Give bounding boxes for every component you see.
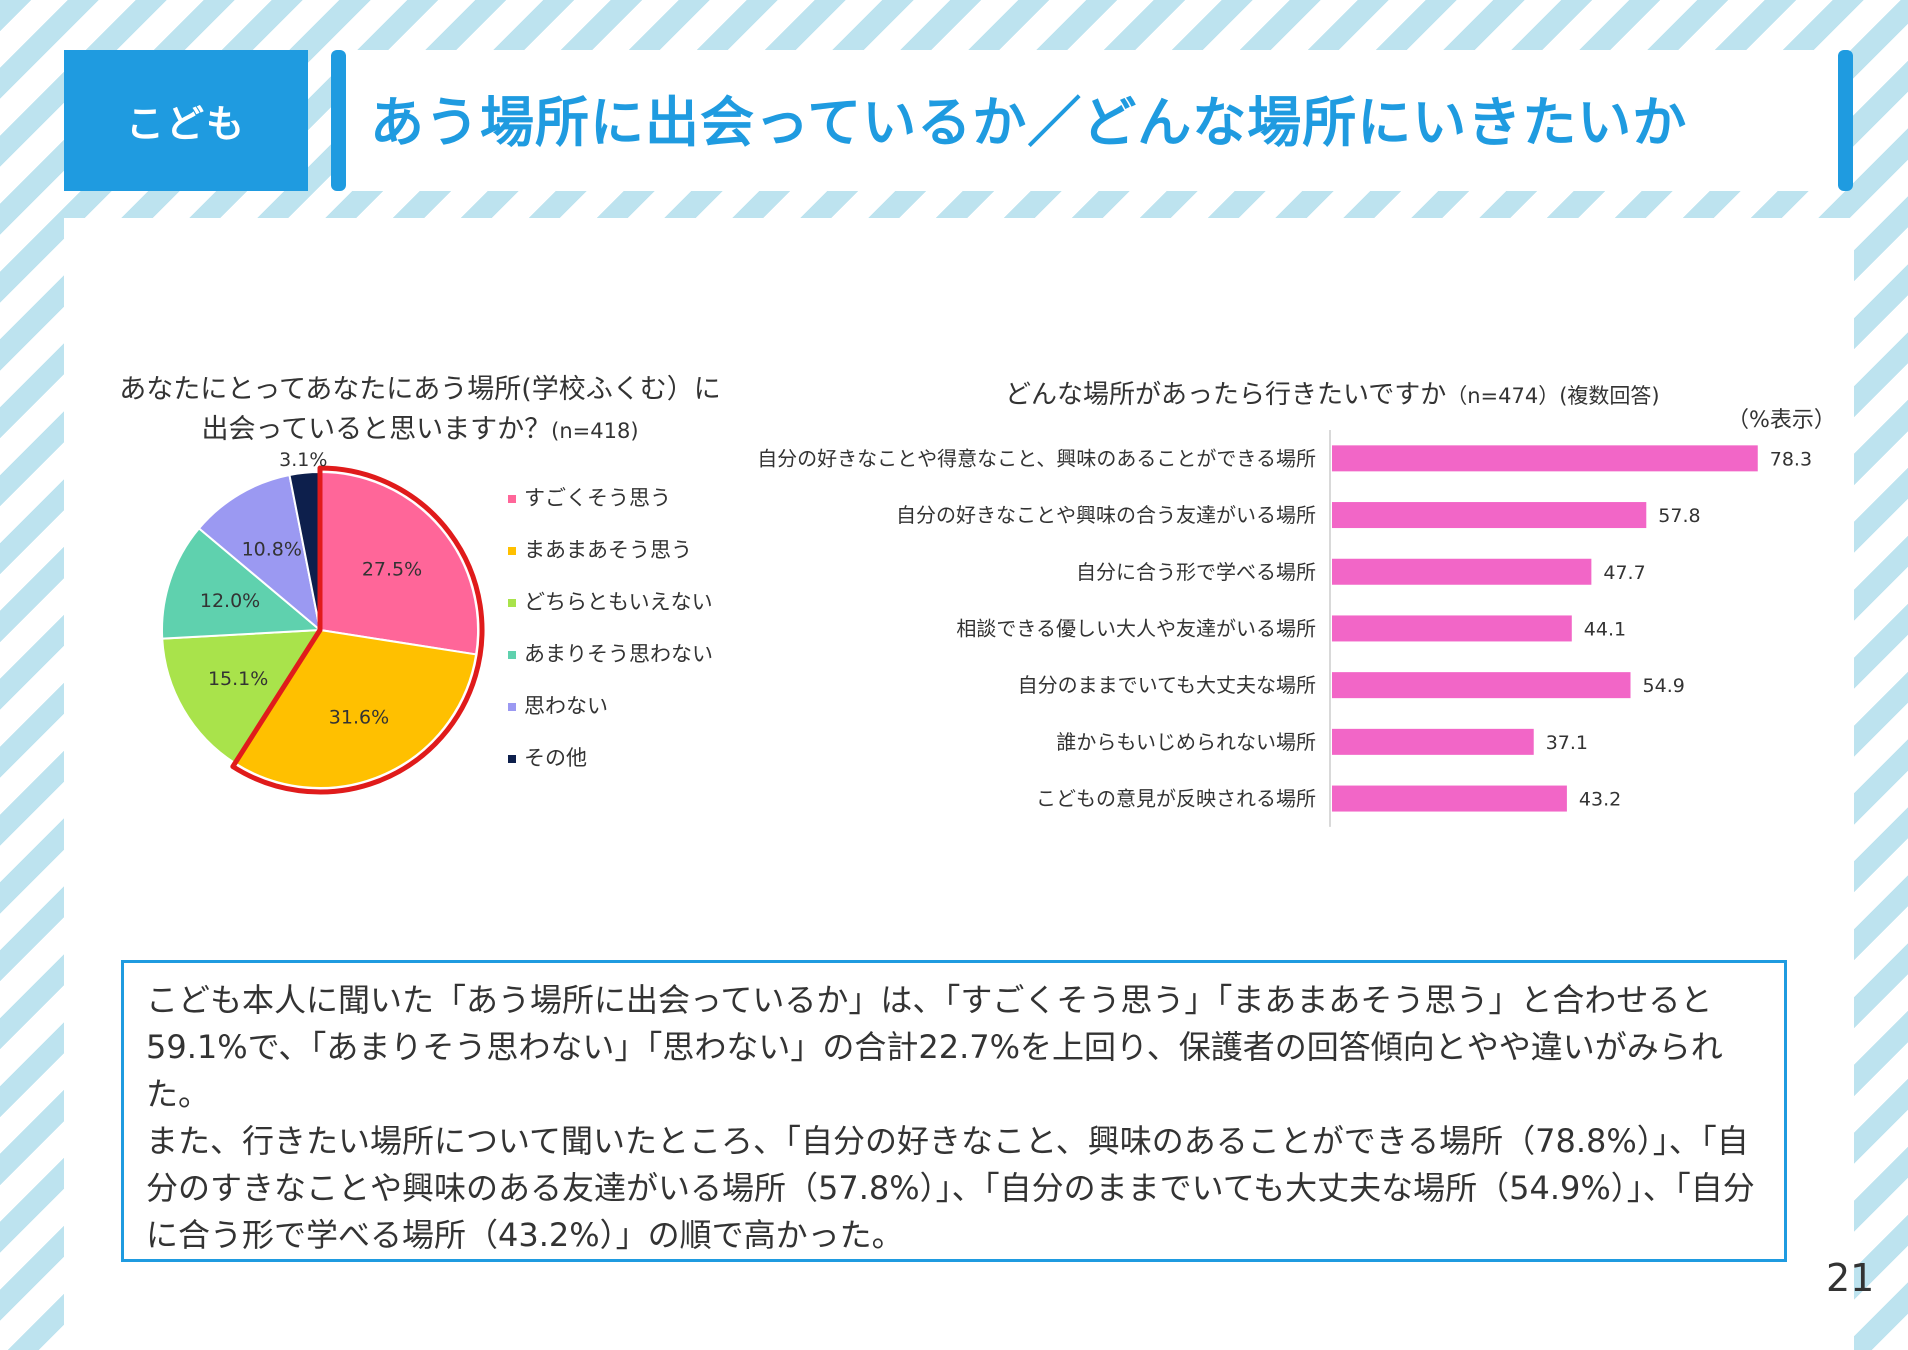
- bar-category-label: 自分の好きなことや興味の合う友達がいる場所: [896, 503, 1316, 527]
- legend-label: すごくそう思う: [524, 486, 671, 510]
- legend-label: まあまあそう思う: [524, 538, 692, 562]
- pie-slice-1: [319, 470, 479, 656]
- bar-5: [1332, 672, 1631, 699]
- section-tag: こども: [64, 50, 308, 191]
- bar-value-label: 54.9: [1643, 675, 1685, 697]
- bar-category-label: 自分の好きなことや得意なこと、興味のあることができる場所: [757, 446, 1316, 470]
- pie-question-text: 出会っていると思いますか？: [201, 414, 552, 445]
- page-title: あう場所に出会っているか／どんな場所にいきたいか: [370, 91, 1688, 154]
- pie-n: (n=418): [551, 419, 639, 443]
- pie-question-line1: あなたにとってあなたにあう場所(学校ふくむ）に: [119, 374, 721, 405]
- pie-value-label: 10.8%: [242, 538, 302, 560]
- legend-swatch: [508, 755, 516, 763]
- bar-4: [1332, 615, 1572, 642]
- legend-swatch: [508, 651, 516, 659]
- legend-label: その他: [524, 746, 587, 770]
- page-number: 21: [1826, 1256, 1875, 1300]
- legend-swatch: [508, 703, 516, 711]
- legend-label: 思わない: [524, 694, 608, 718]
- pie-value-label: 3.1%: [279, 450, 327, 471]
- bar-value-label: 37.1: [1546, 732, 1588, 754]
- bar-chart: 自分の好きなことや得意なこと、興味のあることができる場所 78.3 自分の好きなこと…: [757, 430, 1812, 827]
- bar-category-label: 自分のままでいても大丈夫な場所: [1018, 673, 1316, 697]
- pie-value-label: 15.1%: [208, 668, 268, 690]
- bar-value-label: 47.7: [1603, 562, 1645, 584]
- bar-unit-note: （%表示）: [1727, 408, 1836, 433]
- legend-label: どちらともいえない: [524, 590, 713, 614]
- legend-swatch: [508, 495, 516, 503]
- bar-7: [1332, 785, 1567, 812]
- bar-value-label: 44.1: [1584, 618, 1626, 640]
- bar-2: [1332, 502, 1647, 529]
- title-box: [331, 50, 1847, 191]
- bar-category-label: 自分に合う形で学べる場所: [1076, 560, 1316, 584]
- pie-question: あなたにとってあなたにあう場所(学校ふくむ）に 出会っていると思いますか？(n=…: [80, 370, 760, 451]
- pie-question-line2: 出会っていると思いますか？(n=418): [80, 410, 760, 451]
- pie-chart: 27.5% 31.6% 15.1% 12.0% 10.8% 3.1%: [161, 450, 485, 795]
- pie-value-label: 12.0%: [200, 590, 260, 612]
- bar-value-label: 43.2: [1579, 789, 1621, 811]
- bar-value-label: 78.3: [1770, 448, 1812, 470]
- pie-slice-3: [161, 628, 322, 765]
- bar-question: どんな場所があったら行きたいですか（n=474）(複数回答): [1005, 374, 1660, 411]
- pie-highlight-outline: [230, 465, 485, 795]
- summary-paragraph-2: また、行きたい場所について聞いたところ、「自分の好きなこと、興味のあることができ…: [146, 1122, 1755, 1254]
- bar-category-label: こどもの意見が反映される場所: [1036, 787, 1316, 811]
- title-bar-left: [331, 50, 346, 191]
- summary-box: こども本人に聞いた「あう場所に出会っているか」は、「すごくそう思う」「まあまあそ…: [121, 960, 1787, 1262]
- title-bar-right: [1838, 50, 1853, 191]
- pie-slice-5: [197, 473, 322, 633]
- legend-label: あまりそう思わない: [524, 642, 713, 666]
- pie-value-label: 31.6%: [329, 706, 389, 728]
- summary-paragraph-1: こども本人に聞いた「あう場所に出会っているか」は、「すごくそう思う」「まあまあそ…: [146, 981, 1723, 1113]
- bar-3: [1332, 558, 1592, 585]
- bar-category-label: 誰からもいじめられない場所: [1056, 730, 1316, 754]
- bar-value-label: 57.8: [1658, 505, 1700, 527]
- pie-value-label: 27.5%: [362, 558, 422, 580]
- bar-category-label: 相談できる優しい大人や友達がいる場所: [956, 616, 1316, 640]
- legend-swatch: [508, 599, 516, 607]
- legend-swatch: [508, 547, 516, 555]
- bar-1: [1332, 445, 1758, 472]
- bar-question-text: どんな場所があったら行きたいですか: [1005, 380, 1447, 410]
- pie-slice-4: [161, 527, 323, 640]
- bar-6: [1332, 728, 1534, 755]
- bar-n: （n=474）(複数回答): [1446, 384, 1660, 408]
